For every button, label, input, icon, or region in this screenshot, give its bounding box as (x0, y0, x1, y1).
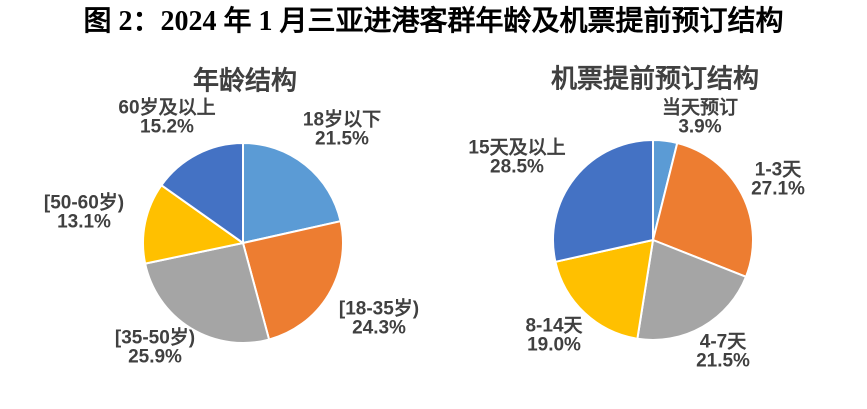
booking-leadtime-pie-slice-3 (554, 239, 654, 340)
age-structure-pie-chart (142, 142, 344, 344)
age-structure-pie-slice-2 (144, 242, 271, 344)
age-structure-slice-label-1-category: [18-35岁) (338, 298, 420, 320)
age-structure-slice-label-2-category: [35-50岁) (114, 327, 196, 349)
booking-leadtime-slice-label-0: 当天预订 3.9% (661, 97, 739, 138)
booking-leadtime-slice-label-2-percent: 21.5% (696, 351, 750, 372)
booking-leadtime-slice-label-3: 8-14天 19.0% (525, 315, 583, 356)
booking-leadtime-slice-label-3-percent: 19.0% (527, 335, 581, 356)
booking-leadtime-chart-title: 机票提前预订结构 (550, 63, 760, 94)
booking-leadtime-slice-label-4-percent: 28.5% (490, 157, 544, 178)
booking-leadtime-slice-label-2-category: 4-7天 (699, 331, 747, 353)
age-structure-slice-label-4-percent: 15.2% (140, 117, 194, 138)
age-structure-slice-label-1-percent: 24.3% (352, 318, 406, 339)
age-structure-slice-label-0: 18岁以下 21.5% (302, 109, 382, 150)
age-structure-pie-slice-3 (142, 184, 244, 265)
booking-leadtime-slice-label-0-category: 当天预订 (661, 97, 739, 119)
booking-leadtime-slice-label-4: 15天及以上 28.5% (468, 137, 566, 178)
age-structure-slice-label-0-percent: 21.5% (315, 129, 369, 150)
age-structure-slice-label-1: [18-35岁) 24.3% (338, 298, 420, 339)
booking-leadtime-slice-label-0-percent: 3.9% (678, 117, 722, 138)
age-structure-slice-label-3-percent: 13.1% (57, 212, 111, 233)
age-structure-slice-label-2-percent: 25.9% (128, 347, 182, 368)
age-structure-pie-slice-0 (242, 142, 342, 244)
booking-leadtime-slice-label-1-percent: 27.1% (751, 179, 805, 200)
booking-leadtime-pie-chart (552, 139, 754, 341)
age-structure-chart-title: 年龄结构 (192, 65, 298, 96)
booking-leadtime-pie-slice-1 (652, 141, 754, 278)
booking-leadtime-pie-slice-4 (552, 139, 654, 263)
booking-leadtime-slice-label-4-category: 15天及以上 (468, 137, 566, 159)
age-structure-slice-label-2: [35-50岁) 25.9% (114, 327, 196, 368)
booking-leadtime-pie-slice-2 (636, 239, 747, 341)
age-structure-pie-slice-1 (242, 220, 344, 341)
booking-leadtime-slice-label-1-category: 1-3天 (754, 159, 802, 181)
age-structure-slice-label-4: 60岁及以上 15.2% (118, 97, 216, 138)
figure-title: 图 2：2024 年 1 月三亚进港客群年龄及机票提前预订结构 (83, 6, 784, 37)
age-structure-pie-slice-4 (160, 142, 244, 244)
age-structure-slice-label-0-category: 18岁以下 (302, 109, 382, 131)
age-structure-slice-label-4-category: 60岁及以上 (118, 97, 216, 119)
age-structure-slice-label-3: [50-60岁) 13.1% (43, 192, 125, 233)
age-structure-slice-label-3-category: [50-60岁) (43, 192, 125, 214)
booking-leadtime-slice-label-1: 1-3天 27.1% (751, 159, 805, 200)
booking-leadtime-slice-label-2: 4-7天 21.5% (696, 331, 750, 372)
booking-leadtime-slice-label-3-category: 8-14天 (525, 315, 583, 337)
